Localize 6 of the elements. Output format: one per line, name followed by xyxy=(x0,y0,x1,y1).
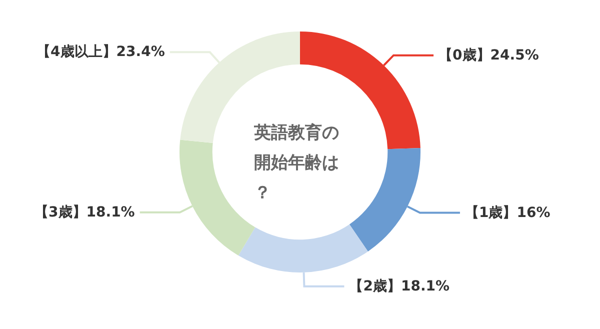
slice-label: 【2歳】18.1% xyxy=(349,278,450,294)
slice-label: 【3歳】18.1% xyxy=(34,204,135,220)
slice-label: 【1歳】16% xyxy=(464,204,550,221)
slice-label: 【4歳以上】23.4% xyxy=(36,44,165,60)
text: 英語教育の開始年齢は？ xyxy=(253,122,339,203)
slice-label: 【0歳】24.5% xyxy=(438,47,539,64)
